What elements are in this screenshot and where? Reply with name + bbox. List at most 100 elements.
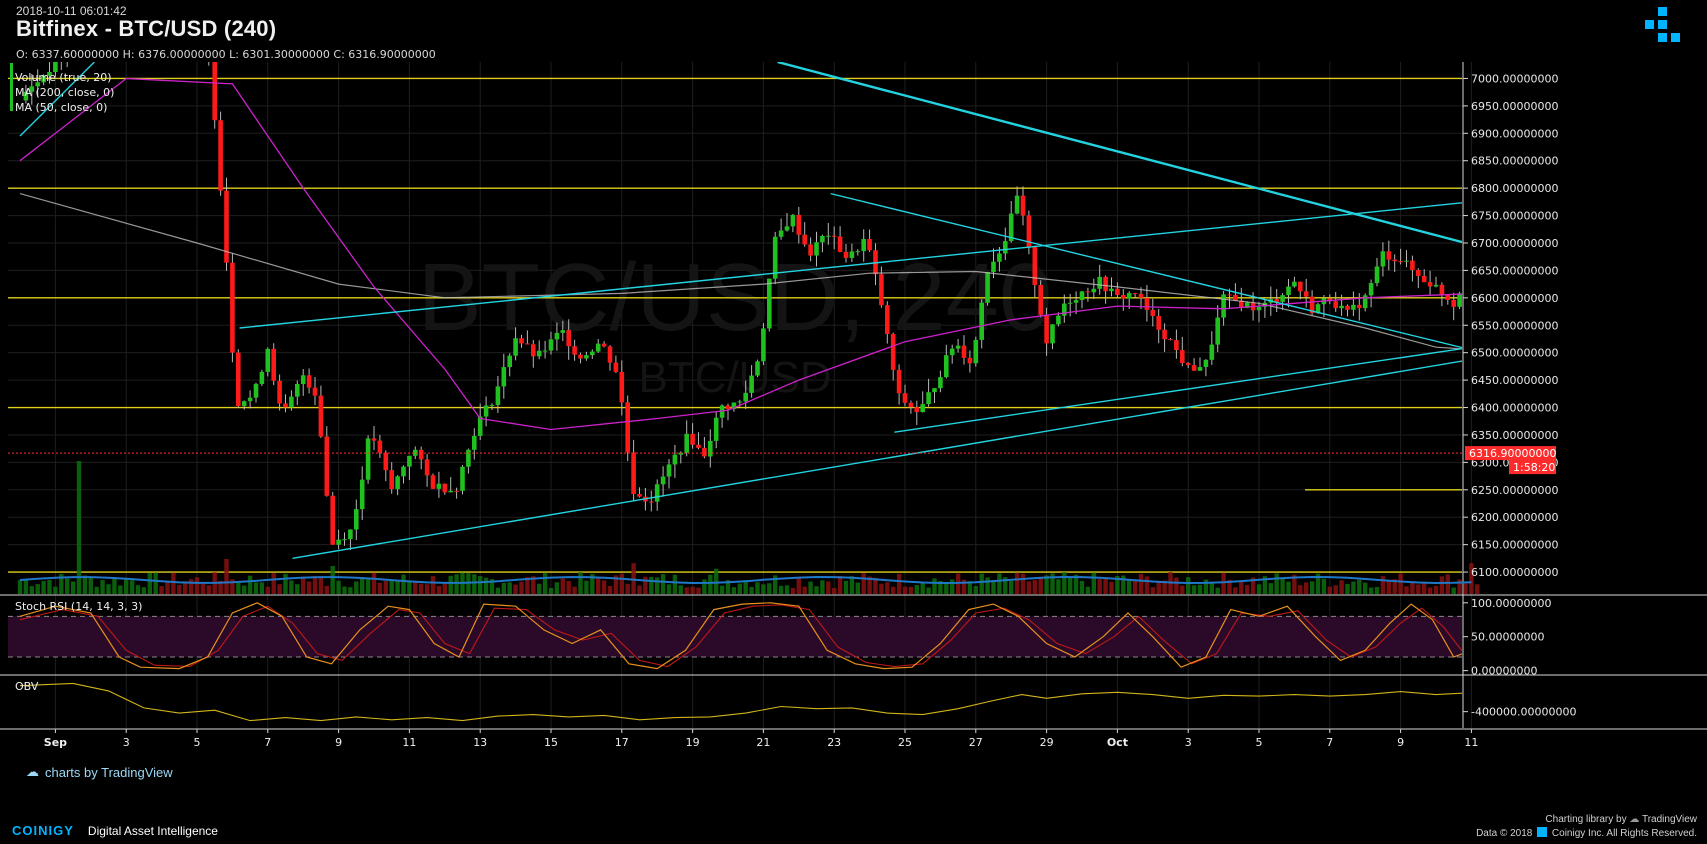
candle-body bbox=[985, 272, 990, 303]
candle-body bbox=[1233, 294, 1238, 301]
volume-bar bbox=[607, 585, 613, 594]
candle-body bbox=[1115, 288, 1120, 296]
volume-bar bbox=[112, 577, 117, 594]
candle-body bbox=[1174, 340, 1179, 351]
volume-bar bbox=[507, 582, 512, 594]
volume-bar bbox=[885, 582, 890, 594]
volume-bar bbox=[613, 575, 619, 594]
candle-body bbox=[1109, 288, 1114, 292]
volume-bar bbox=[1469, 563, 1474, 594]
price-tick-label: 6200.00000000 bbox=[1471, 511, 1558, 524]
candle-body bbox=[1362, 295, 1368, 309]
candle-body bbox=[295, 384, 300, 397]
candle-body bbox=[230, 262, 235, 353]
volume-bar bbox=[177, 584, 182, 594]
candle-body bbox=[1026, 215, 1032, 248]
time-tick-label: 11 bbox=[402, 736, 416, 749]
candle-body bbox=[572, 346, 577, 355]
volume-bar bbox=[88, 577, 93, 594]
candle-body bbox=[483, 405, 489, 417]
volume-bar bbox=[832, 587, 837, 594]
moving-averages bbox=[19, 77, 1462, 431]
candle-body bbox=[395, 476, 400, 490]
volume-bar bbox=[655, 577, 660, 594]
coinigy-brand-icon bbox=[1645, 7, 1680, 42]
candle-body bbox=[1162, 329, 1167, 340]
volume-bar bbox=[1138, 573, 1144, 594]
volume-bar bbox=[820, 580, 825, 594]
volume-bar bbox=[1368, 587, 1374, 594]
volume-bar bbox=[1233, 587, 1238, 594]
candle-body bbox=[1020, 195, 1026, 216]
candle-body bbox=[1185, 363, 1191, 366]
candle-body bbox=[696, 444, 701, 448]
candle-body bbox=[436, 483, 442, 489]
volume-bar bbox=[985, 577, 990, 594]
volume-bar bbox=[660, 574, 666, 594]
candle-body bbox=[961, 345, 967, 358]
candle-body bbox=[1427, 282, 1433, 287]
candle-body bbox=[1209, 344, 1215, 360]
candle-body bbox=[601, 343, 607, 347]
candle-body bbox=[944, 355, 949, 378]
candle-body bbox=[365, 438, 371, 480]
volume-bar bbox=[808, 581, 813, 594]
candle-body bbox=[1286, 286, 1291, 296]
candle-body bbox=[265, 348, 271, 372]
trend-descending-mid bbox=[830, 192, 1462, 349]
candle-body bbox=[354, 509, 359, 530]
volume-bar bbox=[41, 580, 46, 594]
candle-body bbox=[660, 476, 666, 485]
volume-bar bbox=[973, 586, 978, 594]
candle-body bbox=[342, 539, 347, 541]
volume-bar bbox=[1239, 581, 1244, 594]
volume-bar bbox=[1109, 581, 1114, 594]
volume-bar bbox=[1304, 582, 1309, 594]
candle-body bbox=[607, 346, 613, 363]
time-tick-label: 19 bbox=[686, 736, 700, 749]
volume-bar bbox=[1286, 581, 1291, 594]
candle-body bbox=[796, 214, 802, 235]
volume-bar bbox=[318, 577, 324, 594]
candle-body bbox=[702, 447, 707, 457]
trend-rising-upper bbox=[239, 202, 1462, 329]
candle-body bbox=[277, 380, 282, 404]
time-tick-label: 9 bbox=[335, 736, 342, 749]
candle-body bbox=[1439, 284, 1445, 295]
volume-bar bbox=[159, 586, 164, 594]
candle-body bbox=[1351, 304, 1356, 310]
volume-bar bbox=[914, 585, 919, 594]
tradingview-watermark-text: charts by TradingView bbox=[45, 764, 173, 780]
candle-body bbox=[743, 392, 748, 402]
stoch-rsi-pane: Stoch RSI (14, 14, 3, 3) 0.00000000 50.000… bbox=[8, 597, 1551, 678]
volume-bar bbox=[1180, 585, 1185, 594]
candle-body bbox=[1073, 300, 1079, 303]
volume-bar bbox=[1374, 587, 1380, 594]
volume-bar bbox=[814, 586, 819, 594]
candle-body bbox=[472, 435, 477, 450]
volume-bar bbox=[932, 578, 937, 594]
volume-bar bbox=[200, 583, 206, 594]
time-tick-label: 9 bbox=[1397, 736, 1404, 749]
price-tick-label: 6350.00000000 bbox=[1471, 429, 1558, 442]
volume-bar bbox=[1439, 576, 1445, 594]
candle-body bbox=[383, 452, 389, 471]
volume-bar bbox=[301, 578, 306, 594]
candle-body bbox=[1392, 259, 1397, 262]
volume-bar bbox=[1463, 583, 1468, 594]
candle-body bbox=[731, 402, 737, 410]
legend-ma50: MA (50, close, 0) bbox=[15, 101, 107, 114]
tradingview-watermark: ☁ charts by TradingView bbox=[26, 764, 173, 780]
volume-bar bbox=[849, 576, 855, 594]
trend-rising-lower-a bbox=[894, 347, 1462, 433]
volume-bar bbox=[584, 580, 589, 594]
copyright-text: Data © 2018 bbox=[1476, 828, 1533, 839]
candle-body bbox=[430, 475, 436, 489]
coinigy-tagline: Digital Asset Intelligence bbox=[87, 823, 218, 838]
volume-bar bbox=[1227, 579, 1232, 594]
candle-body bbox=[1215, 317, 1220, 345]
volume-bar bbox=[1186, 577, 1191, 594]
price-tick-label: 6550.00000000 bbox=[1471, 319, 1558, 332]
volume-bar bbox=[1475, 584, 1480, 594]
